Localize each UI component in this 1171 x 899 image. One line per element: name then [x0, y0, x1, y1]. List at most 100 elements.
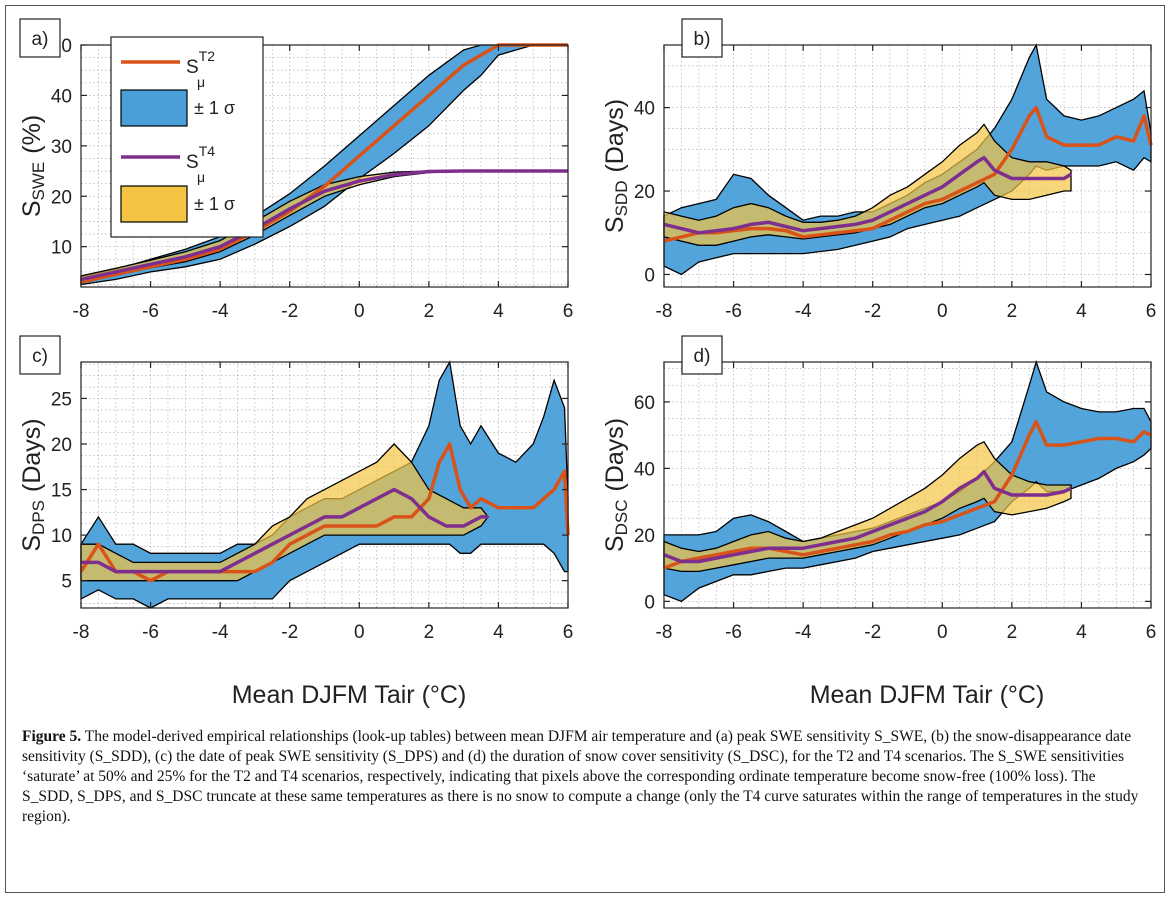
panel-c-yticks: 5 10 15 20 25	[51, 389, 568, 593]
x-tick-label: -4	[212, 622, 229, 643]
legend-t2-label: ST2 μ	[186, 48, 215, 90]
x-tick-label: -8	[656, 301, 673, 322]
panel-b-xticks: -8 -6 -4 -2 0 2 4 6	[656, 45, 1157, 322]
x-tick-label: 4	[1076, 301, 1087, 322]
panel-d: -8 -6 -4 -2 0 2 4 6 0 20 40 60 d) SDSC(Days)	[601, 335, 1157, 643]
legend: ST2 μ ± 1 σ ST4 μ ± 1 σ	[110, 36, 264, 238]
legend-t4-band-swatch	[120, 185, 188, 223]
x-tick-label: 6	[1146, 622, 1157, 643]
x-tick-label: -6	[725, 622, 742, 643]
x-tick-label: 0	[354, 301, 365, 322]
panel-b-line-t4	[663, 155, 1072, 235]
x-tick-label: -4	[212, 301, 229, 322]
panel-c-label: c)	[32, 346, 48, 367]
y-tick-label: 20	[51, 435, 72, 456]
x-tick-label: 4	[493, 301, 504, 322]
x-tick-label: -4	[795, 301, 812, 322]
panel-c-ylabel: SDPS(Days)	[18, 418, 48, 551]
x-tick-label: -8	[73, 301, 90, 322]
panel-d-band-t4	[663, 440, 1072, 573]
figure-caption: Figure 5. The model-derived empirical re…	[22, 727, 1150, 827]
panel-d-plotarea	[663, 359, 1152, 608]
y-tick-label: 5	[61, 572, 72, 593]
x-tick-label: 2	[1007, 622, 1018, 643]
x-tick-label: 4	[1076, 622, 1087, 643]
y-tick-label: 0	[644, 265, 655, 286]
x-tick-label: -2	[864, 301, 881, 322]
panel-b-axes-box	[663, 44, 1152, 288]
panel-d-yticks: 0 20 40 60	[634, 393, 1151, 613]
y-tick-label: 10	[51, 238, 72, 259]
x-axis-label-right: Mean DJFM Tair (°C)	[810, 681, 1045, 709]
panel-d-xticks: -8 -6 -4 -2 0 2 4 6	[656, 362, 1157, 643]
y-tick-label: 15	[51, 481, 72, 502]
x-tick-label: -6	[725, 301, 742, 322]
figure-frame	[5, 5, 1165, 893]
x-tick-label: -2	[281, 622, 298, 643]
panel-d-axes-box	[663, 361, 1152, 609]
y-tick-label: 0	[644, 592, 655, 613]
panel-b: -8 -6 -4 -2 0 2 4 6 0 20 40 b) SSDD(Days)	[601, 18, 1157, 322]
legend-t2-band-swatch	[120, 89, 188, 127]
x-tick-label: 2	[1007, 301, 1018, 322]
panel-d-label: d)	[694, 346, 711, 367]
x-tick-label: 6	[1146, 301, 1157, 322]
x-tick-label: -4	[795, 622, 812, 643]
x-tick-label: 6	[563, 622, 574, 643]
panel-d-label-box: d)	[681, 335, 723, 375]
panel-a-axes-box	[80, 44, 569, 288]
panel-c-axes-box	[80, 361, 569, 609]
x-tick-label: -6	[142, 622, 159, 643]
x-tick-label: 0	[937, 622, 948, 643]
panel-a-ylabel: SSWE(%)	[18, 115, 48, 217]
panel-d-band-t2	[663, 359, 1152, 603]
y-tick-label: 40	[634, 99, 655, 120]
panel-a-line-t4	[80, 169, 568, 282]
x-tick-label: -2	[281, 301, 298, 322]
panel-b-band-t4	[663, 123, 1072, 246]
x-tick-label: -6	[142, 301, 159, 322]
x-tick-label: 2	[424, 301, 435, 322]
y-tick-label: 30	[51, 137, 72, 158]
y-tick-label: 60	[634, 393, 655, 414]
x-tick-label: 0	[354, 622, 365, 643]
y-tick-label: 20	[51, 187, 72, 208]
panel-b-plotarea	[663, 43, 1153, 287]
legend-t4-band-label: ± 1 σ	[194, 194, 235, 214]
panel-d-line-t2	[663, 420, 1152, 570]
y-tick-label: 40	[51, 86, 72, 107]
legend-t4-label: ST4 μ	[186, 143, 215, 185]
x-axis-label-left: Mean DJFM Tair (°C)	[232, 681, 467, 709]
panel-a-label: a)	[32, 29, 49, 50]
panel-b-label: b)	[694, 29, 711, 50]
x-tick-label: -8	[73, 622, 90, 643]
panel-a-label-box: a)	[19, 18, 61, 58]
panel-c-label-box: c)	[19, 335, 61, 375]
panel-b-yticks: 0 20 40	[634, 99, 1151, 286]
x-tick-label: 0	[937, 301, 948, 322]
y-tick-label: 10	[51, 526, 72, 547]
y-tick-label: 40	[634, 459, 655, 480]
panel-c-line-t4	[81, 487, 488, 574]
panel-b-label-box: b)	[681, 18, 723, 58]
panel-c-band-t4	[80, 443, 489, 582]
panel-a-line-t2	[80, 43, 568, 284]
y-tick-label: 20	[634, 182, 655, 203]
caption-text: The model-derived empirical relationship…	[22, 728, 1139, 825]
caption-label: Figure 5.	[22, 728, 82, 745]
legend-t2-band-label: ± 1 σ	[194, 98, 235, 118]
x-tick-label: -2	[864, 622, 881, 643]
panel-b-line-t2	[663, 105, 1153, 243]
panel-c-plotarea	[79, 360, 570, 609]
panel-c-xticks: -8 -6 -4 -2 0 2 4 6	[73, 362, 574, 643]
x-tick-label: 6	[563, 301, 574, 322]
panel-d-line-t4	[663, 469, 1072, 564]
panel-d-ylabel: SDSC(Days)	[601, 418, 631, 552]
y-tick-label: 25	[51, 389, 72, 410]
panel-c: -8 -6 -4 -2 0 2 4 6 5 10 15 20 25 c) SDPS(Days)	[18, 335, 574, 643]
panel-b-ylabel: SSDD(Days)	[601, 99, 631, 233]
x-tick-label: 4	[493, 622, 504, 643]
x-tick-label: 2	[424, 622, 435, 643]
